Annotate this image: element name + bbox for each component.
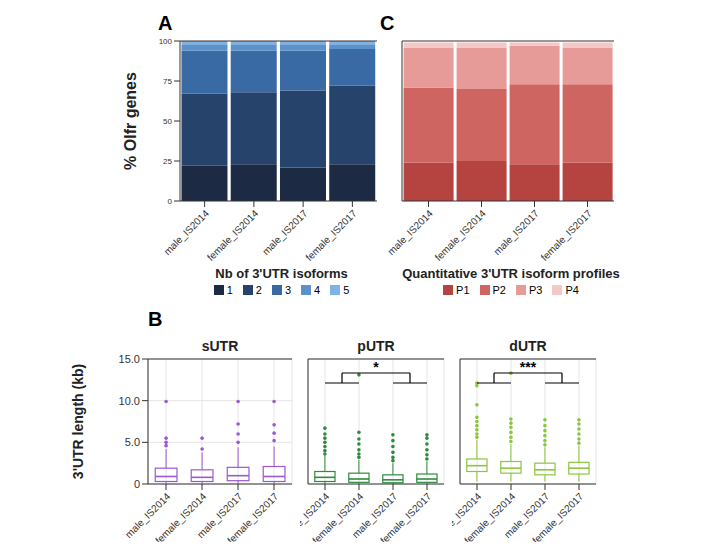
svg-text:50: 50 — [163, 117, 172, 126]
html-text:2: 2 — [255, 284, 262, 296]
svg-text:male_IS2017: male_IS2017 — [491, 207, 541, 257]
html-text:1: 1 — [226, 284, 233, 296]
html-text:A: A — [158, 12, 173, 34]
svg-text:*: * — [373, 359, 379, 375]
html-text:5: 5 — [343, 284, 350, 296]
svg-text:female_IS2017: female_IS2017 — [225, 490, 281, 542]
html-text:P2: P2 — [492, 284, 506, 296]
svg-text:0: 0 — [168, 197, 173, 206]
svg-text:25: 25 — [163, 157, 172, 166]
html-text:Quantitative 3'UTR isoform pro: Quantitative 3'UTR isoform profiles — [402, 266, 620, 281]
svg-text:female_IS2017: female_IS2017 — [378, 490, 434, 542]
svg-text:3'UTR length (kb): 3'UTR length (kb) — [70, 364, 86, 479]
svg-text:male_IS2017: male_IS2017 — [260, 207, 310, 257]
svg-text:15.0: 15.0 — [119, 353, 140, 365]
html-text:sUTR: sUTR — [201, 338, 239, 354]
svg-text:***: *** — [520, 359, 537, 375]
svg-text:0: 0 — [134, 478, 140, 490]
html-text:4: 4 — [314, 284, 321, 296]
svg-text:female_IS2017: female_IS2017 — [303, 207, 359, 263]
svg-text:male_IS2014: male_IS2014 — [388, 207, 435, 257]
html-text:P4: P4 — [565, 284, 579, 296]
svg-text:female_IS2017: female_IS2017 — [539, 207, 595, 263]
html-text:pUTR: pUTR — [357, 338, 395, 354]
svg-text:female_IS2014: female_IS2014 — [433, 207, 489, 263]
html-text:Nb of 3'UTR isoforms: Nb of 3'UTR isoforms — [215, 266, 348, 281]
html-text:3: 3 — [284, 284, 292, 296]
html-text:P3: P3 — [529, 284, 543, 296]
svg-text:% Olfr genes: % Olfr genes — [122, 72, 139, 170]
svg-text:10.0: 10.0 — [119, 395, 140, 407]
html-text:dUTR: dUTR — [509, 338, 547, 354]
svg-text:5.0: 5.0 — [125, 436, 140, 448]
html-text:B: B — [148, 308, 163, 330]
html-text:C: C — [380, 12, 395, 34]
svg-text:female_IS2014: female_IS2014 — [205, 207, 261, 263]
svg-text:100: 100 — [159, 37, 173, 46]
svg-text:female_IS2017: female_IS2017 — [530, 490, 586, 542]
svg-text:75: 75 — [163, 77, 172, 86]
svg-text:male_IS2014: male_IS2014 — [162, 207, 212, 257]
html-text:P1: P1 — [456, 284, 470, 296]
